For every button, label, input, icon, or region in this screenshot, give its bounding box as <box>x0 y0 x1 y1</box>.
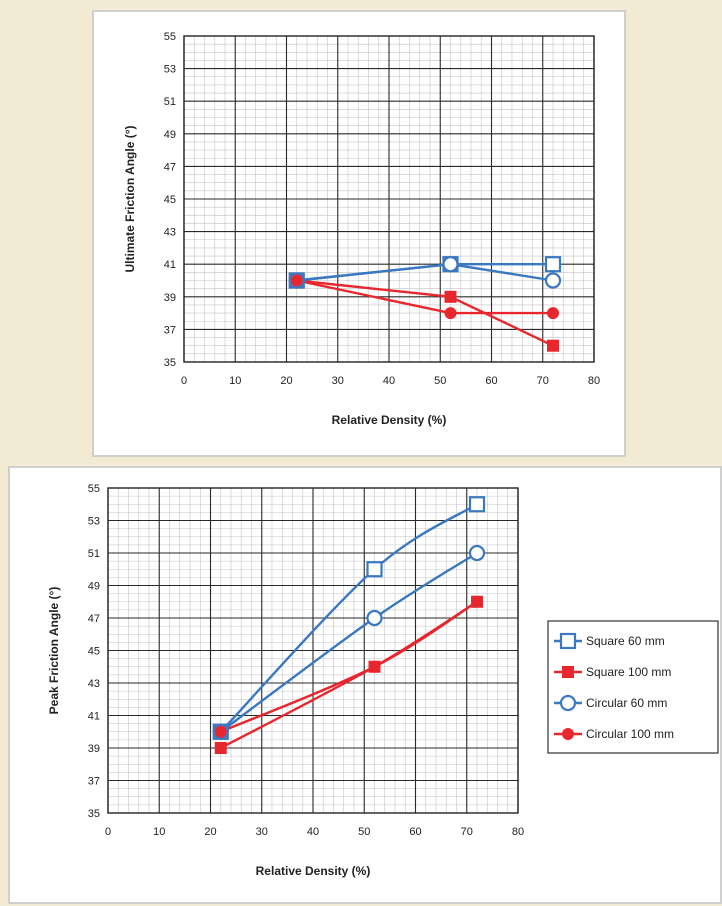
y-tick-label: 45 <box>88 646 100 658</box>
y-tick-label: 39 <box>164 292 176 304</box>
legend-marker-circular-100-mm <box>562 728 574 740</box>
y-tick-label: 49 <box>88 581 100 593</box>
y-axis-title: Ultimate Friction Angle (°) <box>123 125 137 272</box>
y-tick-label: 45 <box>164 194 176 206</box>
y-tick-label: 53 <box>88 516 100 528</box>
data-point-square-60-mm <box>544 256 562 273</box>
legend-label-square-100-mm: Square 100 mm <box>586 665 671 679</box>
x-tick-label: 30 <box>332 375 344 387</box>
y-tick-label: 47 <box>164 161 176 173</box>
x-tick-label: 20 <box>280 375 292 387</box>
y-tick-label: 47 <box>88 613 100 625</box>
x-tick-label: 0 <box>105 826 111 838</box>
data-point-square-60-mm <box>468 496 486 513</box>
data-point-circular-100-mm <box>214 725 227 738</box>
y-tick-label: 51 <box>164 96 176 108</box>
x-tick-label: 30 <box>256 826 268 838</box>
legend-label-circular-60-mm: Circular 60 mm <box>586 696 667 710</box>
data-point-circular-60-mm <box>544 272 562 289</box>
x-tick-label: 10 <box>153 826 165 838</box>
legend-marker-square-100-mm <box>562 666 574 678</box>
y-tick-label: 39 <box>88 743 100 755</box>
x-tick-label: 70 <box>537 375 549 387</box>
data-point-square-100-mm <box>444 290 457 303</box>
data-point-circular-100-mm <box>368 660 381 673</box>
y-tick-label: 41 <box>88 711 100 723</box>
data-point-circular-60-mm <box>468 544 486 562</box>
legend-marker-square-60-mm <box>559 632 577 650</box>
data-point-circular-100-mm <box>444 307 457 320</box>
y-tick-label: 43 <box>88 678 100 690</box>
ultimate-friction-chart-panel: 0 10 20 30 40 50 60 70 80 35 37 39 41 43 45 47 49 51 53 55 R… <box>92 10 626 457</box>
data-point-square-100-mm <box>547 339 559 352</box>
y-tick-label: 43 <box>164 227 176 239</box>
x-tick-label: 10 <box>229 375 241 387</box>
x-tick-label: 50 <box>358 826 370 838</box>
y-tick-label: 35 <box>164 357 176 369</box>
y-tick-label: 49 <box>164 129 176 141</box>
legend-box <box>547 620 719 754</box>
data-point-circular-60-mm <box>442 256 459 273</box>
x-axis-title: Relative Density (%) <box>256 864 371 878</box>
y-tick-label: 41 <box>164 259 176 271</box>
y-tick-label: 37 <box>88 776 100 788</box>
x-tick-label: 70 <box>461 826 473 838</box>
peak-friction-chart: 0 10 20 30 40 50 60 70 80 35 37 39 41 43 45 47 49 51 53 55 R… <box>47 483 719 878</box>
plot-border <box>107 487 519 814</box>
peak-friction-chart-panel: 0 10 20 30 40 50 60 70 80 35 37 39 41 43 45 47 49 51 53 55 R… <box>8 466 722 904</box>
ultimate-friction-chart: 0 10 20 30 40 50 60 70 80 35 37 39 41 43 45 47 49 51 53 55 R… <box>123 31 600 427</box>
x-axis-title: Relative Density (%) <box>332 413 447 427</box>
x-tick-label: 40 <box>307 826 319 838</box>
x-tick-label: 60 <box>485 375 497 387</box>
y-tick-label: 55 <box>164 31 176 43</box>
x-tick-label: 50 <box>434 375 446 387</box>
data-point-square-100-mm <box>214 742 227 754</box>
data-point-circular-100-mm <box>290 274 303 287</box>
x-tick-label: 80 <box>588 375 600 387</box>
data-point-circular-100-mm <box>547 307 559 320</box>
x-tick-label: 40 <box>383 375 395 387</box>
legend-label-square-60-mm: Square 60 mm <box>586 634 665 648</box>
x-tick-label: 20 <box>204 826 216 838</box>
y-tick-label: 51 <box>88 548 100 560</box>
y-axis-title: Peak Friction Angle (°) <box>47 587 61 715</box>
plot-border <box>183 35 595 363</box>
data-point-circular-60-mm <box>366 609 383 627</box>
y-tick-label: 55 <box>88 483 100 495</box>
x-tick-label: 60 <box>409 826 421 838</box>
legend-marker-circular-60-mm <box>559 694 577 712</box>
data-point-square-60-mm <box>366 561 383 578</box>
y-tick-label: 53 <box>164 64 176 76</box>
data-point-circular-100-mm <box>471 595 483 608</box>
legend-label-circular-100-mm: Circular 100 mm <box>586 727 674 741</box>
x-tick-label: 0 <box>181 375 187 387</box>
x-tick-label: 80 <box>512 826 524 838</box>
y-tick-label: 37 <box>164 324 176 336</box>
y-tick-label: 35 <box>88 808 100 820</box>
